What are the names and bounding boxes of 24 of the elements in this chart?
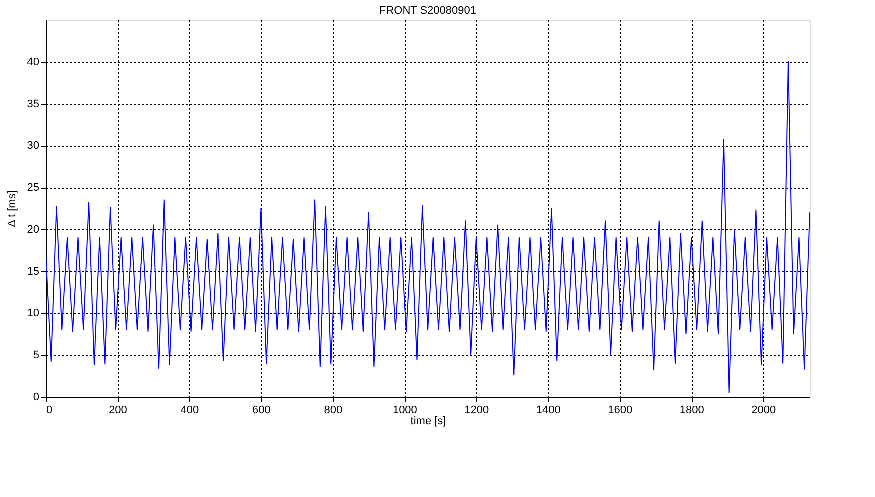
line-series [46,61,810,394]
y-tick-label: 25 [27,182,40,194]
y-tick-label: 0 [33,392,40,404]
y-tick-label: 30 [27,140,40,152]
x-tick-label: 2000 [752,404,776,416]
x-tick-label: 1600 [608,404,633,416]
y-tick-label: 20 [27,224,40,236]
x-axis-title: time [s] [410,416,446,428]
x-tick-label: 1200 [464,404,490,416]
x-tick-label: 1000 [392,404,418,416]
x-tick-label: 600 [252,404,271,416]
x-tick-label: 1400 [536,404,561,416]
x-tick-label: 400 [180,404,200,416]
y-tick-label: 35 [27,98,40,110]
x-tick-label: 800 [324,404,343,416]
x-tick-label: 200 [109,404,128,416]
x-tick-label: 0 [46,404,53,416]
x-tick-label: 1800 [680,404,704,416]
y-axis-title: Δ t [ms] [6,190,18,228]
y-tick-label: 5 [33,350,40,362]
chart-title: FRONT S20080901 [379,5,477,17]
y-tick-label: 40 [27,56,40,68]
y-tick-label: 10 [27,308,40,320]
y-tick-label: 15 [27,266,40,278]
